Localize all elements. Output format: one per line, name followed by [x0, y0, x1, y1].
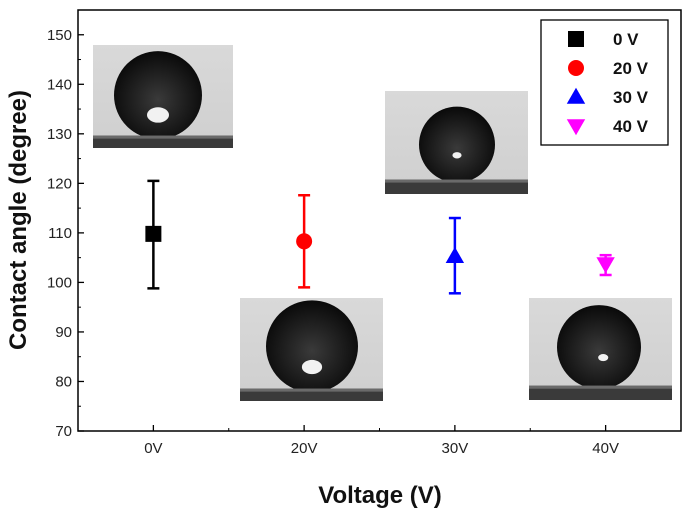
data-point-30V	[445, 246, 465, 263]
droplet-0v-drop	[114, 51, 202, 136]
droplet-0v-substrate	[93, 135, 233, 148]
droplet-0v-substrate-edge	[93, 135, 233, 139]
x-tick-label-0V: 0V	[144, 440, 162, 457]
y-tick-label-130: 130	[47, 126, 72, 143]
x-tick-label-20V: 20V	[291, 440, 318, 457]
y-axis: 70 80 90 100 110 120 130 140 150	[47, 27, 84, 440]
x-axis-title: Voltage (V)	[318, 482, 442, 509]
droplet-0v	[93, 45, 233, 148]
droplet-40v-substrate	[529, 385, 672, 400]
data-point-20V	[296, 233, 313, 250]
droplet-20v-highlight	[301, 359, 323, 375]
y-tick-label-90: 90	[55, 324, 72, 341]
droplet-20v-drop	[266, 300, 358, 389]
data-point-0V	[145, 225, 162, 242]
droplet-30v-substrate	[385, 179, 528, 194]
y-tick-label-70: 70	[55, 423, 72, 440]
y-tick-label-80: 80	[55, 373, 72, 390]
legend-marker-40V	[566, 119, 586, 136]
droplet-30v	[385, 91, 528, 194]
droplet-40v-substrate-edge	[529, 385, 672, 389]
y-tick-label-140: 140	[47, 76, 72, 93]
y-tick-label-100: 100	[47, 274, 72, 291]
y-tick-label-110: 110	[48, 225, 72, 242]
legend-label-0V: 0 V	[613, 30, 639, 49]
droplet-30v-drop	[419, 106, 495, 180]
y-axis-title: Contact angle (degree)	[5, 90, 32, 350]
legend-label-40V: 40 V	[613, 117, 649, 136]
data-points	[145, 179, 615, 295]
point-group-30V	[445, 216, 465, 295]
droplet-0v-highlight	[147, 107, 169, 123]
point-group-20V	[296, 193, 313, 289]
droplet-20v-substrate	[240, 388, 383, 401]
droplet-40v	[529, 298, 672, 400]
droplet-30v-substrate-edge	[385, 179, 528, 183]
droplet-20v-substrate-edge	[240, 388, 383, 392]
y-tick-label-150: 150	[47, 27, 72, 44]
droplet-40v-drop	[557, 305, 641, 386]
droplet-20v	[240, 298, 383, 401]
x-tick-label-30V: 30V	[442, 440, 469, 457]
legend: 0 V 20 V 30 V 40 V	[540, 19, 669, 146]
legend-label-30V: 30 V	[613, 88, 649, 107]
inset-photos	[93, 45, 672, 401]
point-group-0V	[145, 179, 162, 290]
droplet-30v-highlight	[452, 152, 462, 159]
x-axis: 0V 20V 30V 40V	[144, 425, 619, 457]
legend-label-20V: 20 V	[613, 59, 649, 78]
legend-marker-30V	[566, 87, 586, 104]
point-group-40V	[596, 253, 615, 277]
droplet-40v-highlight	[598, 354, 609, 362]
x-tick-label-40V: 40V	[592, 440, 619, 457]
data-point-40V	[596, 257, 615, 274]
legend-marker-0V	[568, 31, 584, 47]
legend-marker-20V	[568, 60, 584, 76]
y-tick-label-120: 120	[47, 175, 72, 192]
legend-box	[540, 19, 669, 146]
